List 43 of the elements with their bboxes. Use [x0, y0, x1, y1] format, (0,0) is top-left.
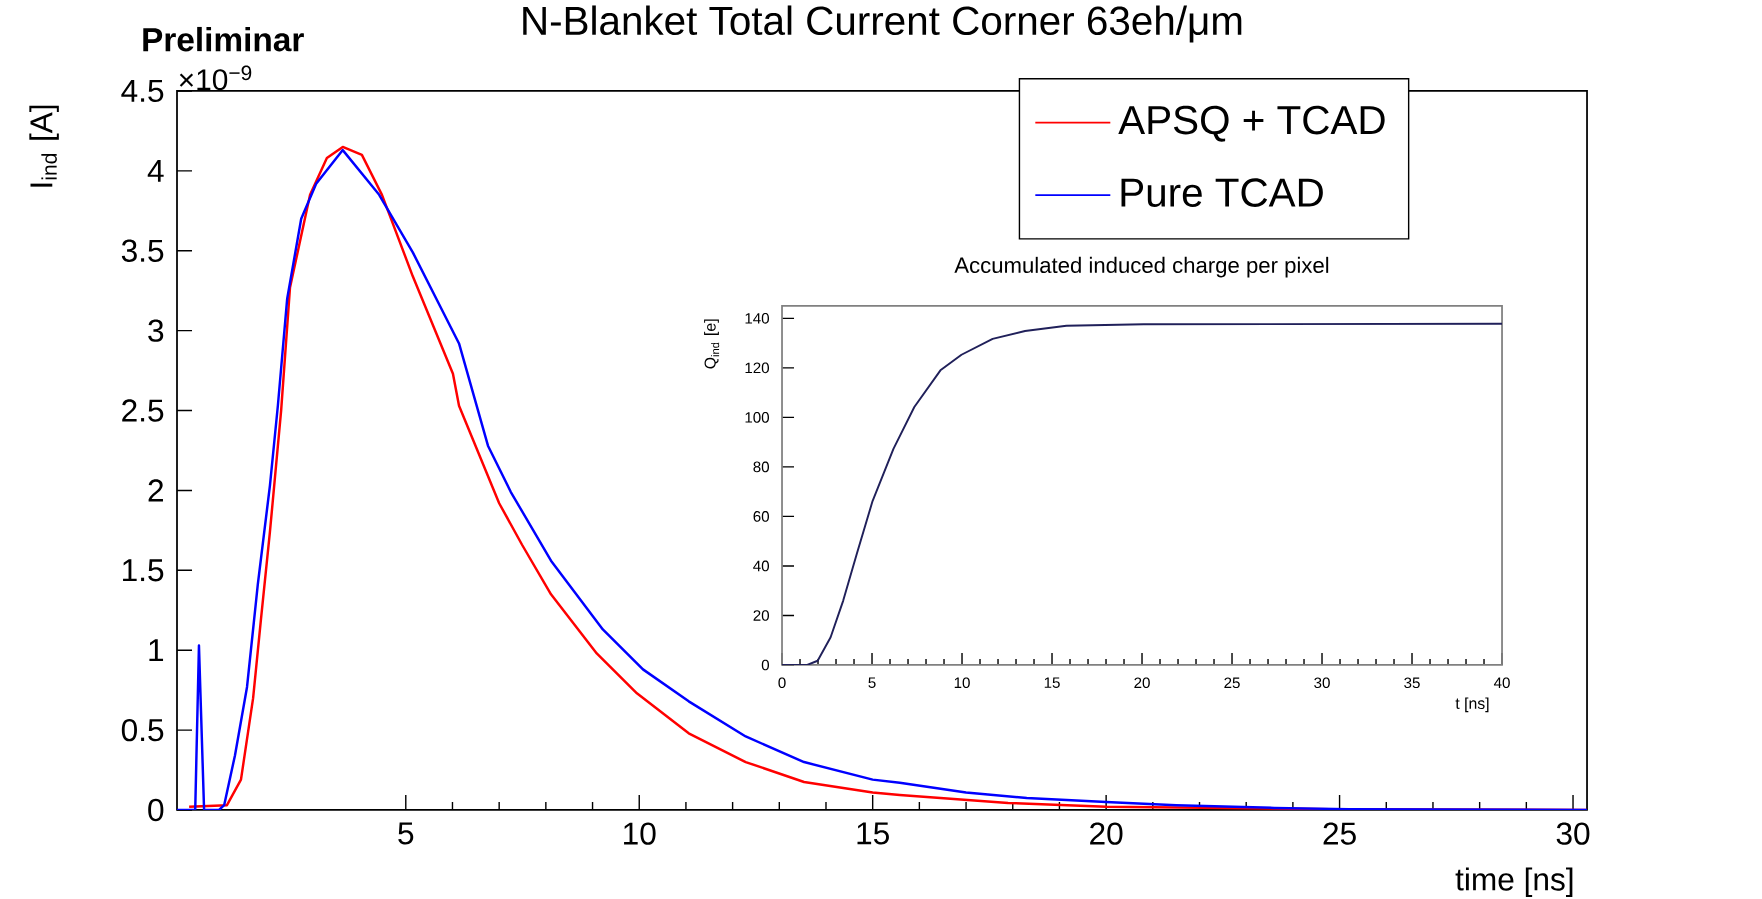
y-tick-label: 1.5	[123, 559, 164, 582]
y-tick-label: 1	[149, 639, 164, 662]
y-tick-label: 100	[745, 412, 770, 423]
y-tick-label: 0	[761, 659, 770, 671]
x-tick-label: 15	[857, 822, 889, 845]
chart-title: Accumulated induced charge per pixel	[954, 256, 1329, 278]
y-tick-label: 20	[753, 610, 770, 621]
x-tick-label: 30	[1556, 822, 1590, 845]
x-tick-label: 10	[954, 677, 970, 689]
y-tick-label: 4	[147, 159, 164, 182]
x-axis-title: time [ns]	[1455, 867, 1573, 897]
y-tick-label: 0.5	[121, 718, 164, 742]
x-tick-label: 5	[398, 822, 414, 845]
y-tick-label: 80	[753, 461, 770, 473]
x-tick-label: 15	[1044, 677, 1060, 688]
y-tick-label: 3.5	[121, 239, 164, 262]
x-tick-label: 25	[1323, 822, 1356, 845]
y-axis-title: Q$_{ind}$ [e]	[704, 319, 720, 369]
y-tick-label: 40	[753, 560, 770, 572]
y-tick-label: 140	[745, 313, 770, 324]
y-tick-label: 60	[753, 511, 770, 522]
y-tick-label: 0	[148, 798, 164, 822]
y-tick-label: 4.5	[121, 79, 164, 103]
x-tick-label: 20	[1090, 822, 1123, 845]
text: Preliminar	[143, 26, 304, 52]
x-tick-label: 20	[1134, 677, 1150, 689]
x-tick-label: 30	[1314, 677, 1330, 689]
y-tick-label: 2.5	[122, 399, 164, 422]
legend-label: Pure TCAD	[1121, 178, 1323, 207]
x-tick-label: 10	[624, 822, 656, 845]
x-tick-label: 35	[1404, 677, 1420, 689]
y-tick-label: 2	[148, 479, 163, 502]
y-axis-title: I$_{ind}$ [A]	[29, 105, 59, 187]
y-tick-label: 120	[745, 362, 770, 374]
chart-title: N-Blanket Total Current Corner 63eh/μm	[523, 5, 1242, 43]
x-axis-title: t [ns]	[1455, 697, 1489, 713]
x-tick-label: 5	[868, 677, 876, 688]
y-tick-label: 3	[148, 319, 164, 342]
text: ×10$^{−9}$	[179, 65, 252, 91]
legend-label: APSQ + TCAD	[1118, 105, 1385, 142]
x-tick-label: 40	[1493, 677, 1510, 689]
x-tick-label: 0	[778, 677, 786, 689]
x-tick-label: 25	[1224, 677, 1240, 689]
